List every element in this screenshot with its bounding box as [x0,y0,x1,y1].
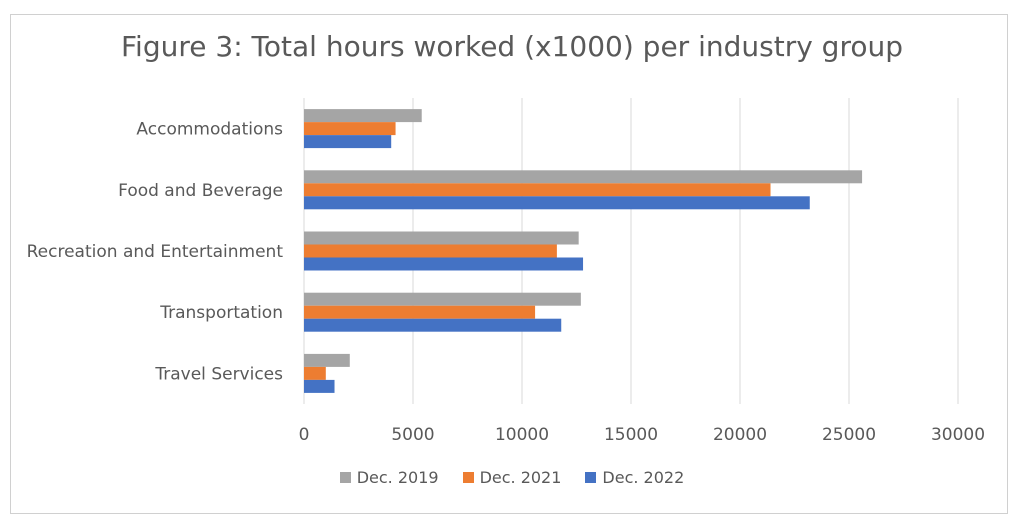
legend-item-2: Dec. 2022 [585,468,684,487]
legend-swatch-2 [585,472,597,483]
chart-legend: Dec. 2019 Dec. 2021 Dec. 2022 [0,468,1024,487]
legend-item-1: Dec. 2021 [462,468,562,487]
category-label-4: Travel Services [154,364,283,384]
bar-2-0 [304,231,579,245]
bar-4-2 [304,379,335,393]
category-label-2: Recreation and Entertainment [27,242,284,262]
bar-2-2 [304,257,584,271]
bar-4-1 [304,366,326,380]
bar-4-0 [304,353,350,367]
x-tick-label-2: 10000 [495,425,549,445]
bar-3-1 [304,305,536,319]
bar-1-0 [304,170,863,184]
legend-item-0: Dec. 2019 [339,468,439,487]
x-tick-label-0: 0 [299,425,310,445]
category-label-1: Food and Beverage [118,181,283,201]
category-label-0: Accommodations [136,120,283,140]
legend-label-2: Dec. 2022 [602,468,685,487]
bar-1-1 [304,183,771,197]
bar-3-0 [304,292,581,306]
bar-2-1 [304,244,557,258]
legend-label-1: Dec. 2021 [479,468,562,487]
x-tick-label-5: 25000 [822,425,876,445]
category-label-3: Transportation [159,303,283,323]
bar-0-0 [304,109,422,123]
x-tick-label-4: 20000 [713,425,767,445]
x-tick-label-6: 30000 [931,425,985,445]
bar-0-2 [304,135,392,149]
legend-swatch-1 [462,472,474,483]
bar-0-1 [304,122,396,136]
bar-1-2 [304,196,810,210]
legend-label-0: Dec. 2019 [356,468,439,487]
bar-3-2 [304,318,562,332]
chart-title: Figure 3: Total hours worked (x1000) per… [120,30,904,63]
legend-swatch-0 [339,472,351,483]
x-tick-label-1: 5000 [391,425,434,445]
x-tick-label-3: 15000 [604,425,658,445]
